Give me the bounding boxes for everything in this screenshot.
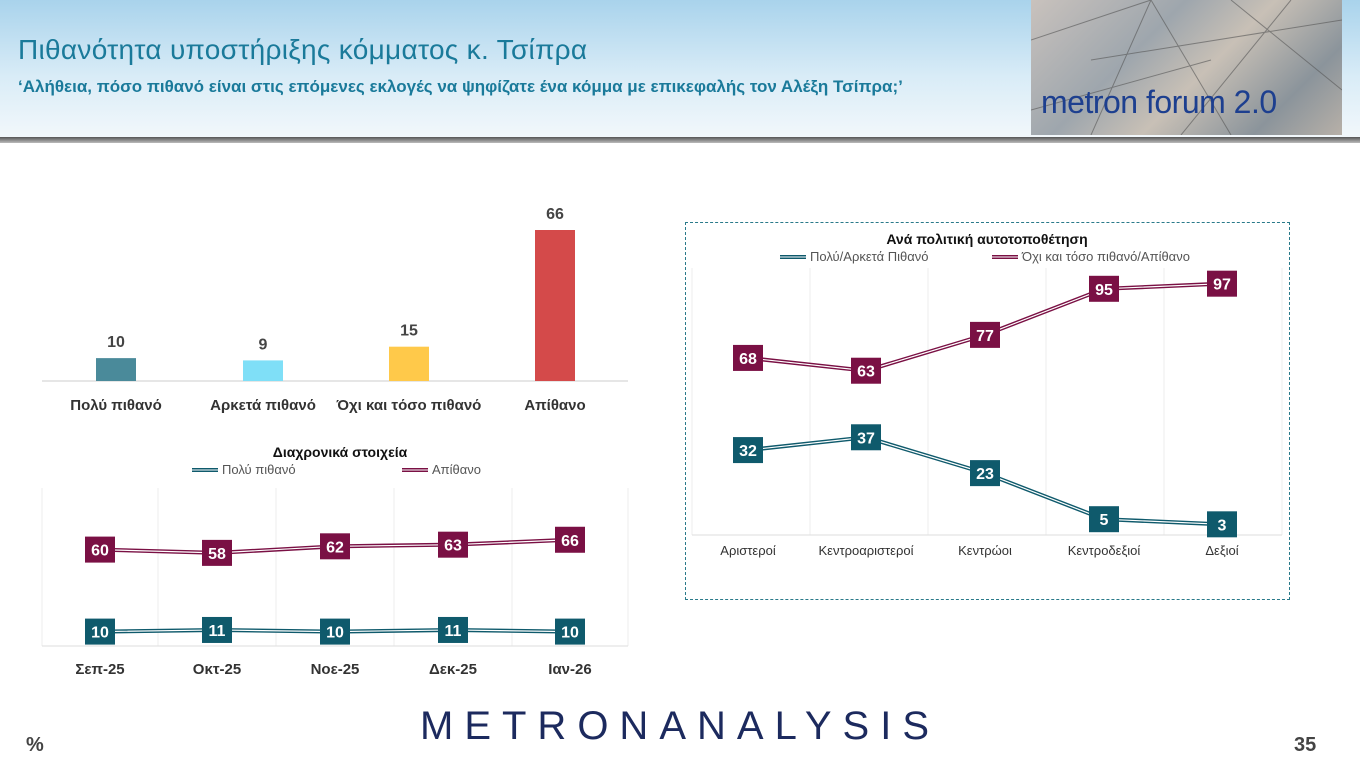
slide-title: Πιθανότητα υποστήριξης κόμματος κ. Τσίπρ… [18,34,588,65]
bar-category-label: Πολύ πιθανό [70,397,162,414]
bar [96,358,136,381]
page-number: 35 [1294,734,1317,756]
ideology-chart-frame [685,222,1290,600]
x-tick-label: Δεξιοί [1205,543,1238,558]
data-label-box [733,437,763,464]
data-label: 10 [91,625,109,642]
data-label: 62 [326,539,344,556]
data-label-box [733,344,763,371]
data-label: 37 [857,430,875,447]
data-label: 60 [91,543,109,560]
data-label-box [320,618,350,645]
legend-label: Πολύ πιθανό [222,462,296,477]
chart-title: Διαχρονικά στοιχεία [273,444,408,460]
data-label-box [438,616,468,643]
data-label-box [970,460,1000,487]
data-label: 11 [209,623,226,640]
data-label-box [851,424,881,451]
data-label-box [85,618,115,645]
metron-analysis-logo: METRONANALYSIS [420,704,940,748]
data-label: 95 [1095,282,1113,299]
data-label-box [555,526,585,553]
bar-value-label: 10 [107,334,125,351]
legend-label: Απίθανο [432,462,481,477]
metron-forum-logo: metron forum 2.0 [1031,0,1342,135]
bar [243,360,283,381]
data-label-box [1207,270,1237,297]
data-label: 63 [857,364,875,381]
data-label-box [1089,506,1119,533]
x-tick-label: Δεκ-25 [429,661,477,678]
unit-label: % [26,734,44,756]
data-label: 32 [739,443,757,460]
data-label: 68 [739,351,757,368]
chart-title: Ανά πολιτική αυτοτοποθέτηση [886,231,1087,247]
x-tick-label: Οκτ-25 [193,661,241,678]
data-label: 23 [976,466,994,483]
data-label: 63 [444,538,462,555]
data-label: 11 [445,623,462,640]
logo-pattern-icon [1031,0,1342,135]
data-label-box [1089,275,1119,302]
legend-label: Όχι και τόσο πιθανό/Απίθανο [1021,249,1190,264]
x-tick-label: Κεντροδεξιοί [1068,543,1141,558]
data-label: 77 [976,328,994,345]
bar-category-label: Απίθανο [524,397,585,414]
data-label: 58 [208,546,226,563]
x-tick-label: Νοε-25 [311,661,360,678]
data-label-box [202,616,232,643]
bar [389,346,429,381]
data-label: 97 [1213,277,1231,294]
legend-label: Πολύ/Αρκετά Πιθανό [810,249,928,264]
data-label: 66 [561,533,579,550]
x-tick-label: Αριστεροί [720,543,776,558]
bar [535,230,575,381]
data-label-box [320,533,350,560]
data-label-box [851,357,881,384]
data-label-box [1207,511,1237,538]
bar-category-label: Αρκετά πιθανό [210,397,316,414]
data-label: 10 [326,625,344,642]
slide-subtitle: ‘Αλήθεια, πόσο πιθανό είναι στις επόμενε… [18,77,903,96]
data-label-box [555,618,585,645]
x-tick-label: Κεντρώοι [958,543,1012,558]
data-label: 5 [1100,512,1109,529]
data-label-box [85,536,115,563]
bar-value-label: 9 [259,336,268,353]
x-tick-label: Κεντροαριστεροί [819,543,914,558]
bar-category-label: Όχι και τόσο πιθανό [336,397,482,414]
header-divider [0,137,1360,143]
x-tick-label: Σεπ-25 [75,661,124,678]
bar-value-label: 15 [400,323,418,340]
data-label-box [438,531,468,558]
data-label: 3 [1218,517,1227,534]
data-label-box [970,321,1000,348]
x-tick-label: Ιαν-26 [548,661,591,678]
data-label: 10 [561,625,579,642]
bar-value-label: 66 [546,206,564,223]
data-label-box [202,539,232,566]
